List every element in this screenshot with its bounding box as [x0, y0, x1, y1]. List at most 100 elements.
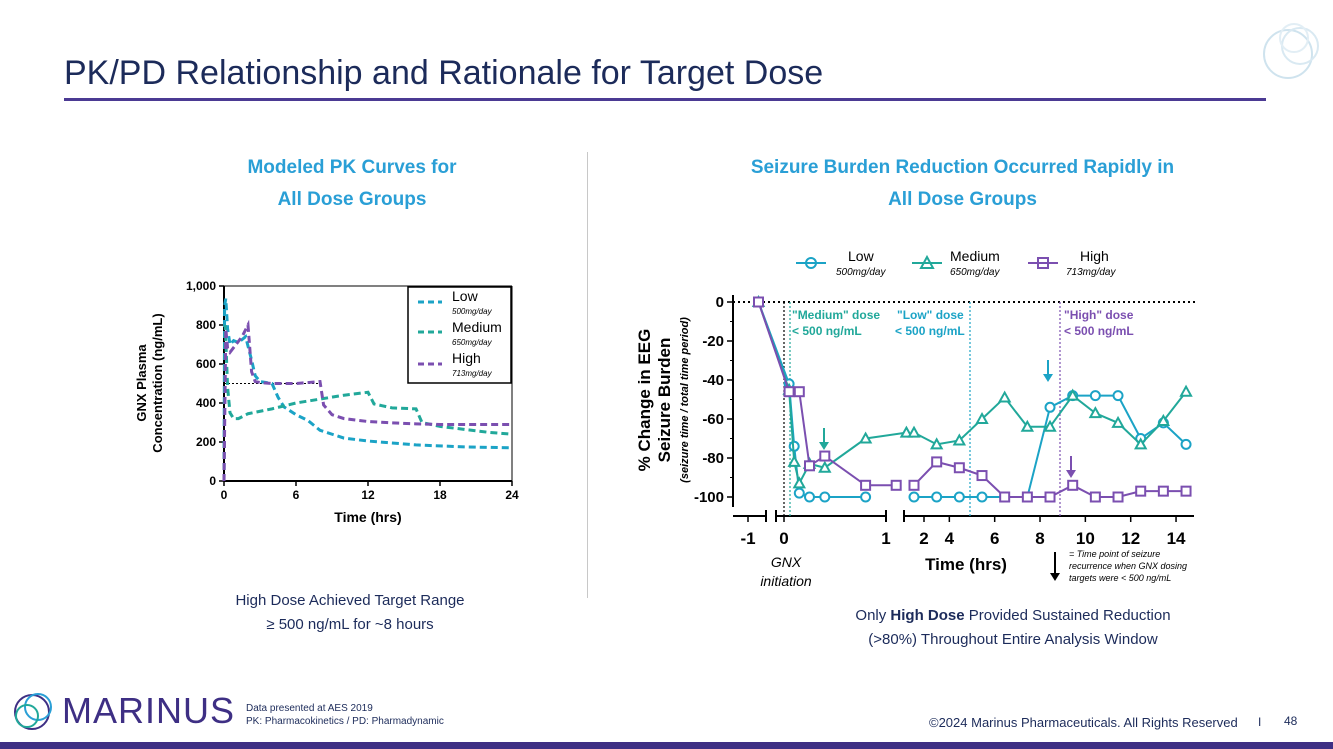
arrow-note-2: recurrence when GNX dosing — [1069, 561, 1187, 571]
pd-x-tick-label: 8 — [1035, 529, 1044, 548]
pd-point-medium — [929, 437, 944, 450]
pd-point-medium — [818, 460, 832, 473]
pk-y-tick-label: 400 — [196, 396, 216, 410]
pd-y-tick-label: -20 — [702, 333, 724, 350]
pd-point-medium — [858, 431, 873, 444]
pd-legend-low: Low — [848, 248, 875, 264]
pd-point-high — [753, 296, 764, 308]
pd-point-high — [1112, 491, 1124, 503]
pd-point-medium — [1111, 415, 1125, 428]
pd-legend-high: High — [1080, 248, 1109, 264]
pd-point-high — [999, 491, 1011, 503]
pk-series-high — [222, 319, 512, 482]
pd-point-high — [1044, 491, 1056, 503]
pk-x-tick-label: 12 — [361, 488, 375, 502]
pd-x-tick-label: 10 — [1076, 529, 1095, 548]
pd-point-low — [1089, 390, 1101, 402]
pk-x-label: Time (hrs) — [334, 509, 401, 525]
pk-y-label-1: GNX Plasma — [134, 344, 149, 422]
pd-legend-high-sub: 713mg/day — [1066, 267, 1116, 278]
high-recurrence-arrow-head — [1066, 470, 1076, 478]
pd-point-medium — [1134, 437, 1148, 450]
pk-legend-high: High — [452, 350, 481, 366]
pd-point-medium — [975, 411, 989, 424]
pd-point-low — [931, 491, 943, 503]
pd-series-medium-early — [757, 301, 907, 487]
pd-legend-medium-sub: 650mg/day — [950, 267, 1000, 278]
pd-point-high — [1157, 485, 1169, 497]
pd-x-tick-label: 6 — [990, 529, 999, 548]
pd-point-high — [793, 386, 805, 398]
pk-legend-medium-sub: 650mg/day — [452, 338, 493, 347]
pd-point-high — [953, 462, 965, 474]
column-divider — [587, 152, 588, 598]
pd-point-low — [1180, 438, 1192, 450]
pd-point-low — [804, 491, 815, 503]
pd-x-tick-label: 4 — [945, 529, 955, 548]
low-dose-note-1: "Low" dose — [897, 308, 964, 322]
pd-point-high — [1089, 491, 1101, 503]
pk-y-tick-label: 600 — [196, 357, 216, 371]
brand-wordmark: MARINUS — [62, 690, 236, 731]
pd-point-high — [860, 479, 872, 491]
pk-legend-high-sub: 713mg/day — [452, 369, 493, 378]
gnx-initiation-label: initiation — [760, 573, 812, 589]
pd-point-high — [804, 460, 815, 472]
arrow-note-1: = Time point of seizure — [1069, 549, 1160, 559]
left-heading: Modeled PK Curves for All Dose Groups — [247, 157, 457, 210]
arrow-note-3: targets were < 500 ng/mL — [1069, 573, 1171, 583]
pd-point-low — [1044, 401, 1056, 413]
medium-dose-note-2: < 500 ng/mL — [792, 324, 862, 338]
pd-point-high — [931, 456, 943, 468]
page-title: PK/PD Relationship and Rationale for Tar… — [64, 54, 824, 92]
pd-point-high — [976, 470, 988, 482]
pd-point-low — [819, 491, 831, 503]
right-heading: Seizure Burden Reduction Occurred Rapidl… — [750, 157, 1175, 210]
pd-point-medium — [1020, 419, 1035, 432]
pd-x-tick-label: -1 — [740, 529, 755, 548]
pd-point-medium — [792, 476, 806, 489]
pd-chart: Low 500mg/day Medium 650mg/day High 713m… — [635, 248, 1198, 589]
pd-y-label-1: % Change in EEG — [635, 329, 654, 472]
pd-x-tick-label: 12 — [1121, 529, 1140, 548]
pd-point-high — [1180, 485, 1192, 497]
pd-y-tick-label: -100 — [694, 489, 724, 506]
pk-y-tick-label: 800 — [196, 318, 216, 332]
pd-x-tick-label: 0 — [779, 529, 788, 548]
pd-point-high — [890, 479, 902, 491]
pk-x-tick-label: 18 — [433, 488, 447, 502]
pd-legend-low-sub: 500mg/day — [836, 267, 886, 278]
high-dose-note-1: "High" dose — [1064, 308, 1134, 322]
pd-point-high — [1021, 491, 1033, 503]
high-dose-note-2: < 500 ng/mL — [1064, 324, 1134, 338]
pk-legend-low: Low — [452, 288, 479, 304]
pd-y-tick-label: 0 — [716, 294, 724, 311]
down-arrow-icon — [1050, 573, 1060, 581]
pd-point-medium — [997, 390, 1012, 403]
pk-y-tick-label: 0 — [209, 474, 216, 488]
pd-point-medium — [787, 454, 801, 467]
pk-x-tick-label: 0 — [221, 488, 228, 502]
pk-y-tick-label: 1,000 — [186, 279, 216, 293]
pd-y-label-3: (seizure time / total time period) — [679, 317, 691, 483]
pd-point-medium — [1043, 419, 1057, 432]
low-recurrence-arrow-head — [1043, 374, 1053, 382]
pd-point-low — [953, 491, 965, 503]
low-dose-note-2: < 500 ng/mL — [895, 324, 965, 338]
copyright: ©2024 Marinus Pharmaceuticals. All Right… — [929, 715, 1238, 730]
title-underline — [64, 98, 1266, 101]
pk-x-tick-label: 24 — [505, 488, 519, 502]
pd-point-medium — [907, 425, 921, 438]
pd-y-tick-label: -80 — [702, 450, 724, 467]
pd-point-high — [783, 386, 795, 398]
footer-bar — [0, 742, 1333, 749]
pk-y-tick-label: 200 — [196, 435, 216, 449]
pk-legend: Low 500mg/day Medium 650mg/day High 713m… — [407, 286, 512, 384]
pd-point-high — [908, 479, 920, 491]
pd-point-high — [819, 450, 831, 462]
pd-x-tick-label: 1 — [881, 529, 890, 548]
pd-point-medium — [1088, 406, 1103, 419]
footer-note: Data presented at AES 2019 PK: Pharmacoki… — [246, 703, 444, 727]
footer-separator: I — [1258, 715, 1262, 729]
medium-recurrence-arrow-head — [819, 442, 829, 450]
